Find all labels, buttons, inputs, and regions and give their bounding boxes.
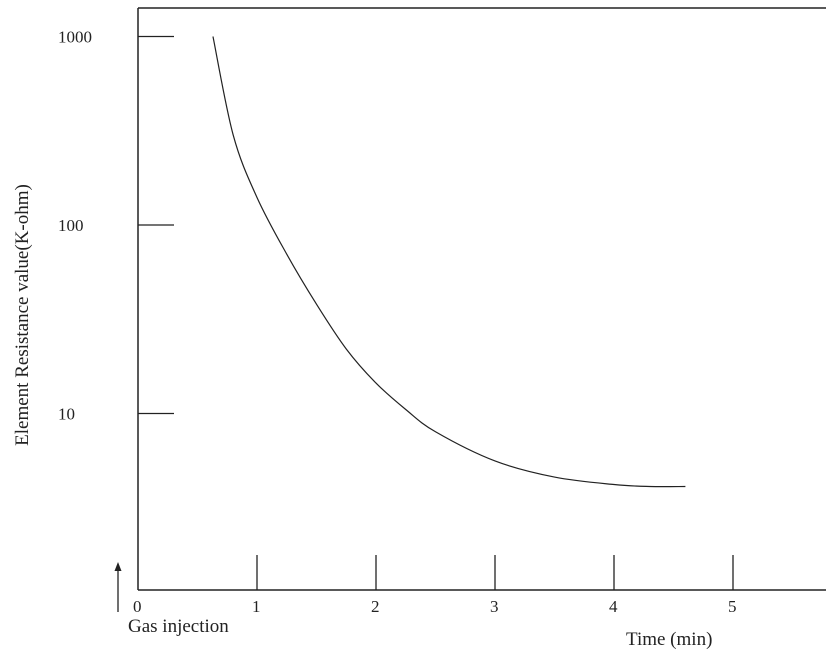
annotation-arrow-head: [114, 562, 122, 571]
series-line: [212, 36, 686, 488]
x-tick-label: 2: [371, 597, 380, 616]
y-tick-label: 100: [58, 216, 84, 235]
x-tick-label: 5: [728, 597, 737, 616]
y-tick-label: 1000: [58, 28, 92, 47]
x-axis-title: Time (min): [626, 629, 712, 650]
y-ticks: 1000 100 10: [58, 28, 174, 424]
x-tick-label: 4: [609, 597, 618, 616]
gas-injection-annotation: Gas injection: [114, 562, 229, 637]
x-tick-label: 1: [252, 597, 261, 616]
y-tick-label: 10: [58, 405, 75, 424]
x-tick-label: 0: [133, 597, 142, 616]
y-axis-title: Element Resistance value(K-ohm): [12, 184, 33, 446]
annotation-text: Gas injection: [128, 616, 229, 637]
x-tick-label: 3: [490, 597, 499, 616]
x-ticks: 0 1 2 3 4 5: [133, 555, 737, 616]
